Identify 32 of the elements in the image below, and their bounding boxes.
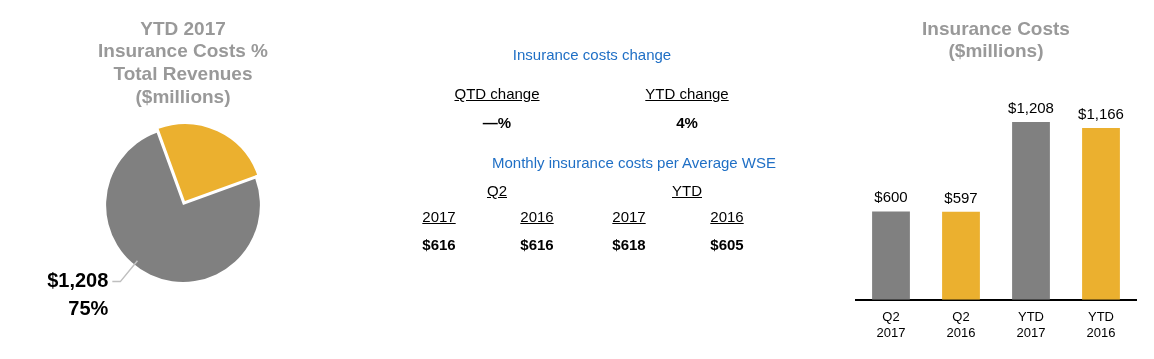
data-label: $1,166 [1078,104,1124,122]
bar [872,211,910,300]
x-tick-label: Q2 2017 [876,309,906,340]
x-tick-label: Q2 2016 [946,309,976,340]
text: $616 [520,236,554,253]
text: YTD [671,182,703,199]
data-label: 75% [68,297,109,320]
data-label: $597 [944,188,978,206]
text: Insurance costs change [511,46,673,63]
text: Q2 [486,182,508,199]
data-label: $600 [874,188,908,206]
text: 2017 [422,208,456,225]
data-label: $1,208 [1008,98,1054,116]
bar [942,211,980,300]
text: 2016 [520,208,554,225]
text: $618 [612,236,646,253]
x-tick-label: YTD 2016 [1086,309,1116,340]
text: YTD change [644,85,730,102]
chart-title: Insurance Costs ($millions) [922,17,1070,62]
text: 2017 [612,208,646,225]
text: $605 [710,236,744,253]
text: $1,208 [47,269,109,292]
x-tick-label: YTD 2017 [1016,309,1046,340]
text: —% [481,114,513,131]
chart-title: YTD 2017 Insurance Costs % Total Revenues ($millions) [98,17,269,108]
text: QTD change [453,85,541,102]
bar [1082,128,1120,300]
text: 2016 [710,208,744,225]
text: Monthly insurance costs per Average WSE [492,154,777,171]
text: 4% [675,114,699,131]
bar [1012,121,1050,300]
text: $616 [422,236,456,253]
